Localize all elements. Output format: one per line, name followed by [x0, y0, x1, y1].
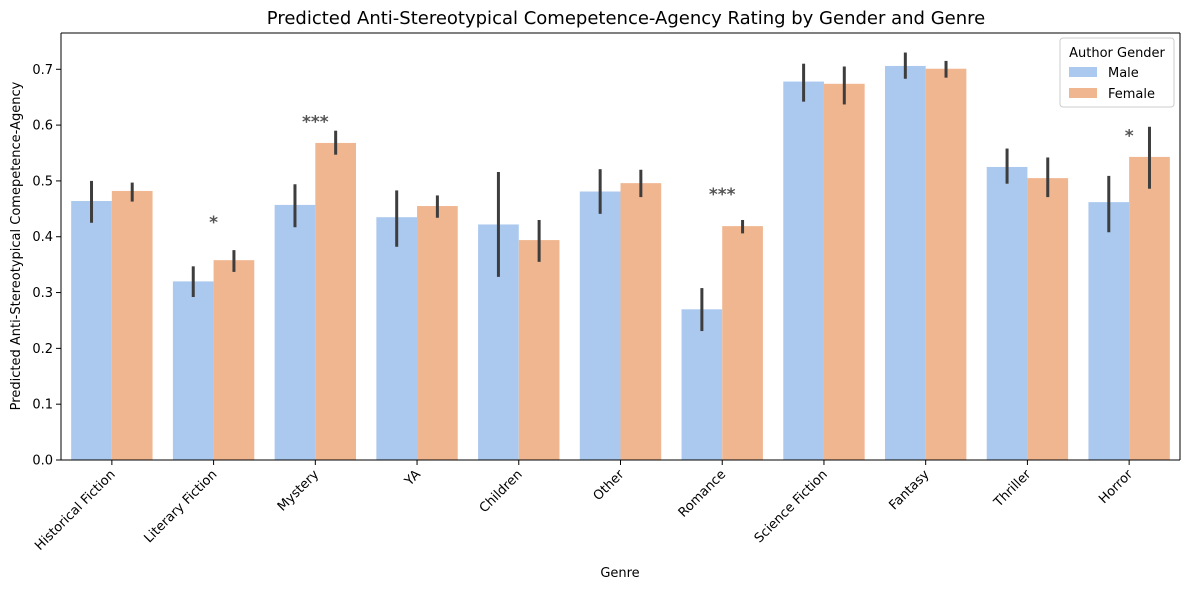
bar-male-9 — [986, 166, 1028, 460]
y-tick-label: 0.6 — [32, 119, 53, 134]
x-tick-label: Children — [477, 467, 526, 516]
y-tick-label: 0.4 — [32, 230, 53, 245]
y-axis-label: Predicted Anti-Stereotypical Comepetence… — [9, 81, 24, 410]
y-tick-label: 0.1 — [32, 398, 53, 413]
bar-male-2 — [274, 204, 316, 460]
legend-swatch-female — [1069, 88, 1097, 98]
x-axis-label: Genre — [600, 566, 639, 581]
bar-female-8 — [925, 68, 967, 461]
bar-female-6 — [722, 226, 763, 460]
x-tick-label: Literary Fiction — [141, 467, 220, 546]
chart-title: Predicted Anti-Stereotypical Comepetence… — [267, 8, 985, 29]
bar-female-3 — [417, 206, 458, 460]
significance-label: * — [1125, 126, 1134, 146]
bar-female-9 — [1027, 178, 1069, 460]
bar-female-0 — [111, 190, 153, 460]
y-tick-label: 0.0 — [32, 454, 53, 469]
x-tick-label: YA — [401, 467, 424, 490]
plot-area: 0.0 0.1 0.2 0.3 0.4 0.5 0.6 0.7 Historical Ficti… — [32, 32, 1181, 554]
bar-male-1 — [172, 281, 214, 460]
bar-female-1 — [213, 260, 255, 460]
y-tick-label: 0.7 — [32, 63, 53, 78]
x-tick-label: Horror — [1096, 467, 1136, 507]
x-tick-label: Fantasy — [887, 467, 933, 513]
legend: Author Gender Male Female — [1059, 37, 1175, 108]
y-tick-label: 0.5 — [32, 174, 53, 189]
bar-female-10 — [1129, 156, 1170, 460]
legend-label-female: Female — [1108, 87, 1155, 102]
x-tick-label: Mystery — [275, 467, 322, 514]
bar-male-7 — [783, 81, 824, 460]
y-tick-label: 0.3 — [32, 286, 53, 301]
bar-male-6 — [681, 309, 723, 460]
bar-female-5 — [620, 183, 662, 460]
significance-label: * — [209, 213, 218, 233]
bar-male-8 — [884, 65, 926, 460]
x-tick-label: Other — [591, 467, 628, 504]
bar-female-7 — [823, 83, 865, 461]
y-tick-label: 0.2 — [32, 342, 53, 357]
bar-female-4 — [518, 240, 560, 460]
bar-male-3 — [376, 217, 418, 460]
x-tick-label: Romance — [676, 467, 729, 520]
x-tick-label: Historical Fiction — [32, 467, 118, 553]
legend-title: Author Gender — [1069, 46, 1165, 61]
bar-male-5 — [579, 191, 621, 460]
legend-label-male: Male — [1108, 66, 1139, 81]
bar-male-10 — [1088, 202, 1130, 460]
bar-female-2 — [315, 142, 357, 460]
x-tick-label: Thriller — [991, 467, 1035, 511]
x-tick-label: Science Fiction — [752, 467, 831, 546]
legend-swatch-male — [1069, 67, 1097, 77]
bar-male-0 — [71, 201, 112, 460]
significance-label: *** — [709, 185, 736, 205]
significance-label: *** — [302, 113, 329, 133]
